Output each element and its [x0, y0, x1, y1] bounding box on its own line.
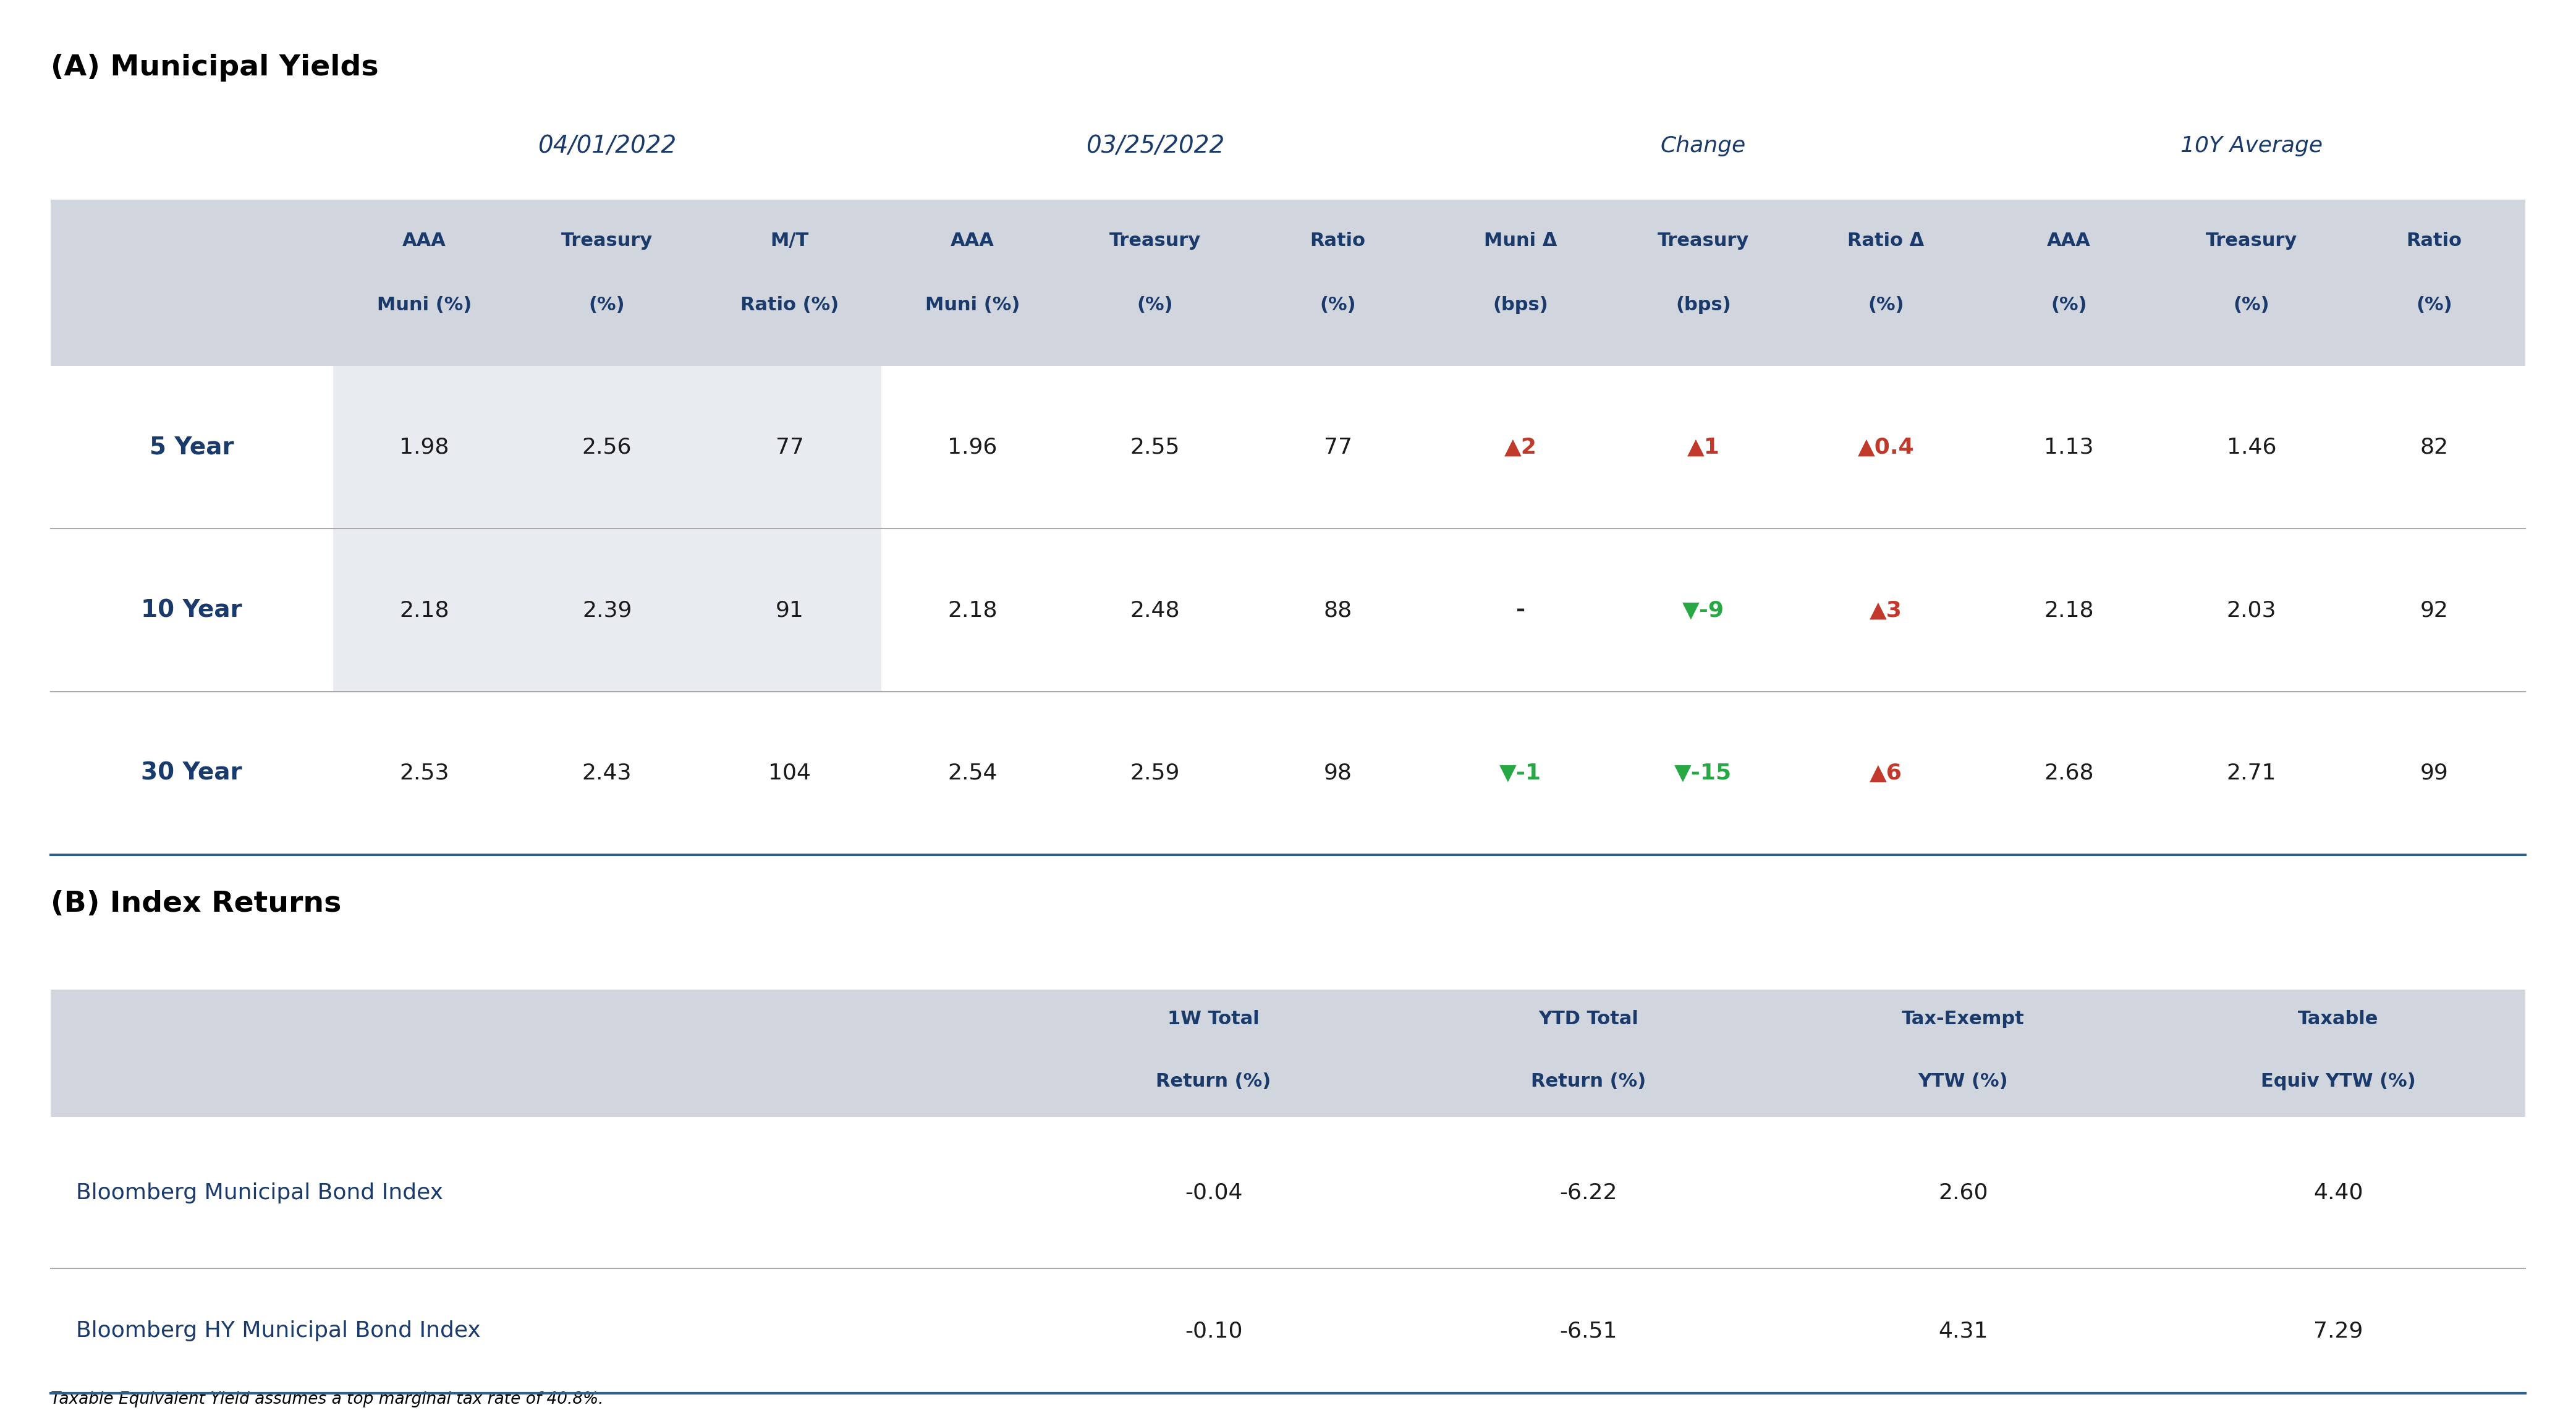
Text: (%): (%) — [2416, 295, 2452, 314]
Text: Treasury: Treasury — [1656, 232, 1749, 250]
Text: 4.40: 4.40 — [2313, 1182, 2362, 1204]
Text: Change: Change — [1662, 135, 1747, 157]
Text: 1.98: 1.98 — [399, 436, 448, 458]
Text: -0.10: -0.10 — [1185, 1320, 1242, 1342]
Text: Equiv YTW (%): Equiv YTW (%) — [2262, 1072, 2416, 1091]
Text: Muni (%): Muni (%) — [925, 295, 1020, 314]
Text: Treasury: Treasury — [562, 232, 652, 250]
Text: ▲3: ▲3 — [1870, 600, 1901, 620]
Text: 1.96: 1.96 — [948, 436, 997, 458]
Bar — [52, 990, 2524, 1117]
Text: Tax-Exempt: Tax-Exempt — [1901, 1010, 2025, 1028]
Text: 2.71: 2.71 — [2226, 763, 2277, 784]
Text: 2.03: 2.03 — [2226, 600, 2277, 620]
Text: Muni Δ: Muni Δ — [1484, 232, 1556, 250]
Text: 2.18: 2.18 — [948, 600, 997, 620]
Text: 104: 104 — [768, 763, 811, 784]
Text: Muni (%): Muni (%) — [376, 295, 471, 314]
Text: YTD Total: YTD Total — [1538, 1010, 1638, 1028]
Text: 04/01/2022: 04/01/2022 — [538, 134, 677, 158]
Text: 2.55: 2.55 — [1131, 436, 1180, 458]
Text: ▲2: ▲2 — [1504, 436, 1538, 458]
Text: (%): (%) — [1136, 295, 1172, 314]
Text: (%): (%) — [590, 295, 626, 314]
Text: ▲1: ▲1 — [1687, 436, 1721, 458]
Text: 2.68: 2.68 — [2043, 763, 2094, 784]
Text: Bloomberg HY Municipal Bond Index: Bloomberg HY Municipal Bond Index — [77, 1320, 482, 1342]
Text: 2.18: 2.18 — [399, 600, 448, 620]
Text: 82: 82 — [2419, 436, 2447, 458]
Text: 03/25/2022: 03/25/2022 — [1087, 134, 1224, 158]
Text: Ratio: Ratio — [2406, 232, 2463, 250]
Text: -6.51: -6.51 — [1558, 1320, 1618, 1342]
Text: (%): (%) — [1319, 295, 1355, 314]
Text: Ratio (%): Ratio (%) — [739, 295, 840, 314]
Text: 92: 92 — [2419, 600, 2447, 620]
Text: 1W Total: 1W Total — [1167, 1010, 1260, 1028]
Text: 10Y Average: 10Y Average — [2179, 135, 2324, 157]
Text: Return (%): Return (%) — [1530, 1072, 1646, 1091]
Text: 2.60: 2.60 — [1937, 1182, 1989, 1204]
Text: 2.56: 2.56 — [582, 436, 631, 458]
Text: Bloomberg Municipal Bond Index: Bloomberg Municipal Bond Index — [77, 1182, 443, 1204]
Text: Taxable: Taxable — [2298, 1010, 2378, 1028]
Text: 2.39: 2.39 — [582, 600, 631, 620]
Text: Treasury: Treasury — [1110, 232, 1200, 250]
Text: Ratio Δ: Ratio Δ — [1847, 232, 1924, 250]
Text: 7.29: 7.29 — [2313, 1320, 2362, 1342]
Bar — [52, 200, 2524, 365]
Text: (B) Index Returns: (B) Index Returns — [52, 890, 340, 918]
Text: 4.31: 4.31 — [1937, 1320, 1989, 1342]
Text: 2.18: 2.18 — [2043, 600, 2094, 620]
Text: YTW (%): YTW (%) — [1919, 1072, 2009, 1091]
Text: Taxable Equivalent Yield assumes a top marginal tax rate of 40.8%.: Taxable Equivalent Yield assumes a top m… — [52, 1392, 603, 1407]
Text: ▲6: ▲6 — [1870, 763, 1901, 784]
Text: 30 Year: 30 Year — [142, 761, 242, 784]
Text: ▼-1: ▼-1 — [1499, 763, 1540, 784]
Bar — [332, 529, 881, 692]
Text: 2.54: 2.54 — [948, 763, 997, 784]
Text: (bps): (bps) — [1494, 295, 1548, 314]
Text: 2.48: 2.48 — [1131, 600, 1180, 620]
Text: (%): (%) — [1868, 295, 1904, 314]
Text: ▼-9: ▼-9 — [1682, 600, 1723, 620]
Text: ▲0.4: ▲0.4 — [1857, 436, 1914, 458]
Text: 1.46: 1.46 — [2226, 436, 2277, 458]
Text: 77: 77 — [1324, 436, 1352, 458]
Text: 77: 77 — [775, 436, 804, 458]
Bar — [332, 365, 881, 529]
Text: 2.43: 2.43 — [582, 763, 631, 784]
Text: (%): (%) — [2233, 295, 2269, 314]
Text: 98: 98 — [1324, 763, 1352, 784]
Text: AAA: AAA — [951, 232, 994, 250]
Text: ▼-15: ▼-15 — [1674, 763, 1731, 784]
Text: Ratio: Ratio — [1311, 232, 1365, 250]
Text: 91: 91 — [775, 600, 804, 620]
Text: 2.59: 2.59 — [1131, 763, 1180, 784]
Text: -: - — [1515, 600, 1525, 620]
Text: 5 Year: 5 Year — [149, 435, 234, 459]
Text: 1.13: 1.13 — [2043, 436, 2094, 458]
Text: 10 Year: 10 Year — [142, 599, 242, 622]
Text: 2.53: 2.53 — [399, 763, 448, 784]
Text: (bps): (bps) — [1674, 295, 1731, 314]
Text: 99: 99 — [2419, 763, 2447, 784]
Text: Return (%): Return (%) — [1157, 1072, 1270, 1091]
Text: 88: 88 — [1324, 600, 1352, 620]
Text: (%): (%) — [2050, 295, 2087, 314]
Text: AAA: AAA — [2048, 232, 2092, 250]
Text: (A) Municipal Yields: (A) Municipal Yields — [52, 54, 379, 81]
Text: -0.04: -0.04 — [1185, 1182, 1242, 1204]
Text: Treasury: Treasury — [2205, 232, 2298, 250]
Text: AAA: AAA — [402, 232, 446, 250]
Text: -6.22: -6.22 — [1558, 1182, 1618, 1204]
Text: M/T: M/T — [770, 232, 809, 250]
